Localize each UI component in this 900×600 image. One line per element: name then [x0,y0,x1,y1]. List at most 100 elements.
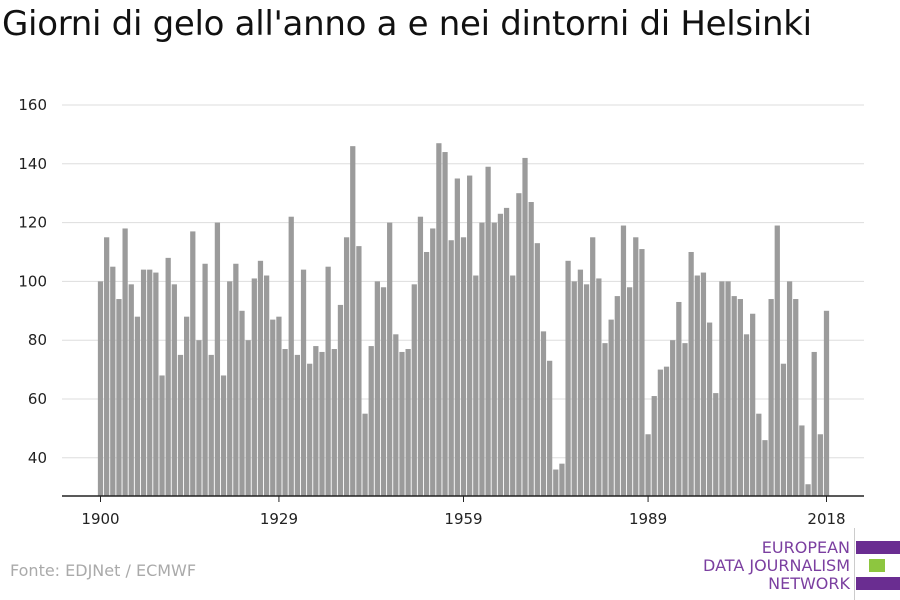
logo-divider [854,528,855,600]
bar-1967 [510,275,516,496]
bar-1915 [190,231,196,497]
x-axis-ticks: 1900 1929 1959 1989 2018 [81,496,846,528]
bar-1960 [467,175,473,496]
bar-1955 [436,143,442,496]
x-tick-label: 1959 [444,510,482,528]
bar-1935 [313,346,319,496]
x-tick-label: 1900 [81,510,119,528]
bar-1972 [540,331,547,496]
bar-1943 [362,413,368,496]
bar-1926 [257,260,264,496]
bar-chart: 40 60 80 100 120 140 160 1900 1929 1959 1989 2018 [18,96,864,528]
bars [97,143,830,497]
bar-1989 [645,434,651,496]
bar-1914 [184,316,190,496]
bar-1920 [220,375,227,496]
bar-1951 [411,284,417,496]
logo-text-line: DATA JOURNALISM [703,556,850,575]
bar-1940 [343,237,350,497]
bar-1988 [639,249,645,496]
bar-1956 [442,152,448,496]
bar-2004 [737,299,743,496]
bar-1948 [393,334,399,496]
bar-1923 [239,310,245,496]
bar-1959 [460,237,467,497]
bar-1927 [263,275,270,496]
logo-bar-green [869,559,885,572]
bar-1964 [491,222,497,496]
bar-1945 [374,281,380,496]
edjnet-logo: EUROPEAN DATA JOURNALISM NETWORK [700,528,900,600]
bar-1932 [294,354,301,496]
bar-1958 [454,178,460,496]
bar-1947 [387,222,393,496]
bar-1996 [688,251,694,496]
bar-1965 [497,213,504,497]
chart-title: Giorni di gelo all'anno a e nei dintorni… [2,4,812,44]
bar-1919 [214,222,221,496]
bar-1922 [233,263,239,496]
bar-1912 [171,284,177,496]
bar-1939 [337,304,344,496]
bar-1936 [319,351,325,496]
bar-1944 [368,346,374,496]
bar-1974 [553,469,559,496]
bar-2013 [793,299,799,496]
bar-1962 [479,222,485,496]
bar-1938 [331,349,337,496]
logo-text-line: EUROPEAN [761,538,850,557]
bar-1990 [651,396,657,496]
bar-1987 [633,237,639,497]
bar-1929 [276,316,282,496]
bar-1905 [128,284,134,496]
bar-1954 [430,228,436,496]
bar-1904 [122,228,128,496]
bar-1930 [282,349,288,496]
bar-1918 [208,354,214,496]
x-tick-label: 1989 [629,510,667,528]
bar-1969 [522,157,528,496]
bar-2012 [786,281,793,496]
bar-1999 [706,322,713,496]
bar-1931 [288,216,294,496]
bar-1901 [104,237,110,497]
bar-2009 [768,299,774,496]
bar-1963 [485,166,491,496]
bar-1995 [682,343,688,496]
bar-1986 [626,287,633,496]
bar-1916 [196,340,202,496]
bar-1968 [516,193,522,496]
bar-2007 [756,413,762,496]
bar-1979 [583,284,590,496]
y-tick-label: 160 [18,96,47,114]
bar-1992 [663,366,670,496]
y-tick-label: 80 [28,331,47,349]
bar-1900 [97,281,104,496]
bar-1957 [448,240,454,496]
bar-2018 [823,310,830,496]
bar-1981 [596,278,602,496]
bar-1985 [620,225,627,497]
bar-1975 [559,463,565,496]
bar-1917 [202,263,208,496]
bar-1997 [694,275,700,496]
y-tick-label: 120 [18,214,47,232]
bar-2017 [817,434,823,496]
bar-2003 [731,296,737,496]
bar-1909 [153,272,159,496]
bar-1921 [227,281,233,496]
x-tick-label: 1929 [260,510,298,528]
bar-1903 [116,299,122,496]
bar-1966 [503,207,510,497]
bar-1949 [399,351,405,496]
bar-1973 [547,360,553,496]
bar-1906 [134,316,141,496]
bar-1934 [307,363,313,496]
bar-1902 [110,266,116,496]
y-axis-ticks: 40 60 80 100 120 140 160 [18,96,47,467]
bar-1913 [177,354,184,496]
bar-1952 [417,216,424,496]
bar-1982 [602,343,608,496]
logo-text-line: NETWORK [768,574,850,593]
bar-2008 [762,440,768,496]
